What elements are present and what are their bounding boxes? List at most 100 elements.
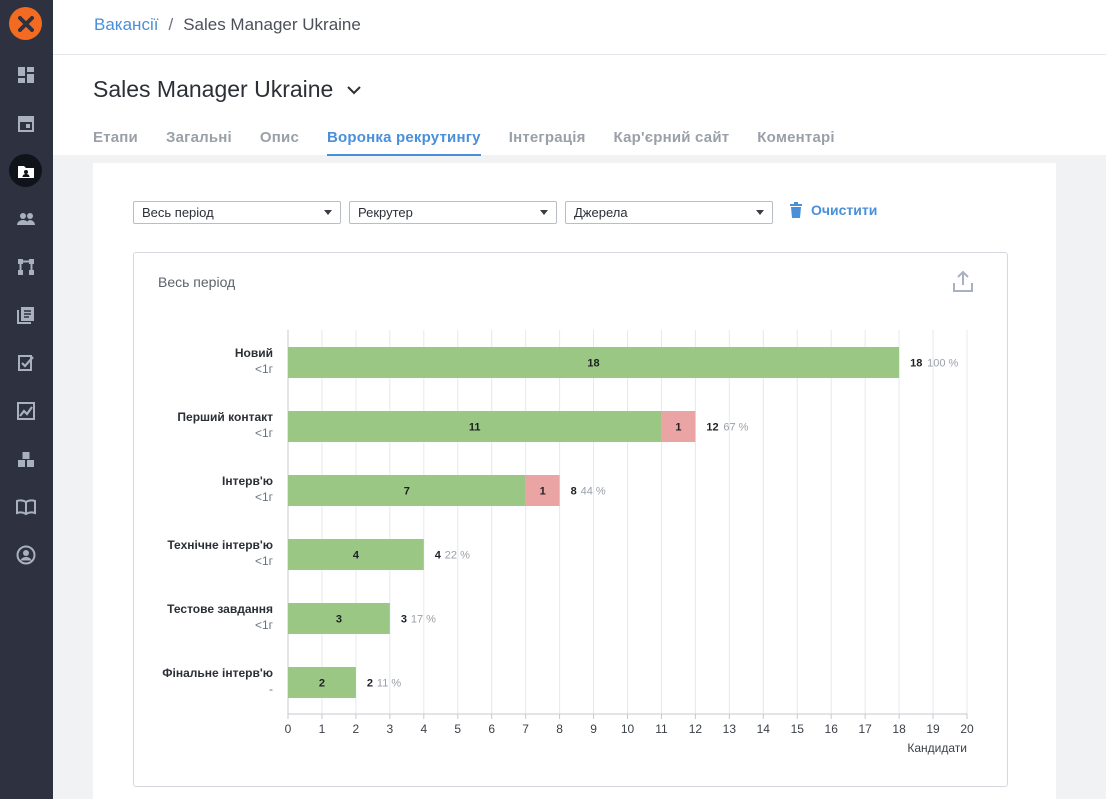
x-tick-label: 18 xyxy=(892,722,906,736)
x-tick-label: 13 xyxy=(723,722,737,736)
rejected-value-label: 1 xyxy=(675,422,681,434)
x-tick-label: 7 xyxy=(522,722,529,736)
x-tick-label: 10 xyxy=(621,722,635,736)
trash-icon xyxy=(790,202,802,218)
passed-value-label: 4 xyxy=(353,550,360,562)
caret-down-icon xyxy=(324,210,332,215)
sources-select[interactable]: Джерела xyxy=(565,201,773,224)
x-tick-label: 4 xyxy=(420,722,427,736)
dashboard-icon[interactable] xyxy=(9,58,42,91)
x-tick-label: 15 xyxy=(791,722,805,736)
passed-value-label: 3 xyxy=(336,614,342,626)
export-button[interactable] xyxy=(950,269,976,295)
passed-bar xyxy=(288,475,526,506)
period-select-value: Весь період xyxy=(142,205,214,220)
stage-time-label: <1г xyxy=(255,554,274,568)
chart-card xyxy=(133,252,1008,787)
total-value-label: 12 xyxy=(706,422,718,434)
pipeline-icon[interactable] xyxy=(9,250,42,283)
x-tick-label: 6 xyxy=(488,722,495,736)
x-tick-label: 8 xyxy=(556,722,563,736)
recruiter-select[interactable]: Рекрутер xyxy=(349,201,557,224)
knowledge-base-icon[interactable] xyxy=(9,490,42,523)
stage-name-label: Новий xyxy=(235,346,273,360)
vacancy-title-selector[interactable]: Sales Manager Ukraine xyxy=(93,76,363,103)
recruiter-select-value: Рекрутер xyxy=(358,205,413,220)
total-value-label: 18 xyxy=(910,358,922,370)
vacancies-icon[interactable] xyxy=(9,154,42,187)
rejected-bar xyxy=(525,475,560,506)
stage-time-label: <1г xyxy=(255,362,274,376)
tasks-icon[interactable] xyxy=(9,346,42,379)
tab-description[interactable]: Опис xyxy=(259,129,299,146)
chevron-down-icon xyxy=(347,85,362,94)
profile-icon[interactable] xyxy=(9,538,42,571)
stage-time-label: <1г xyxy=(255,618,274,632)
percent-label: 67 % xyxy=(723,422,748,434)
upload-icon xyxy=(953,270,973,292)
x-tick-label: 14 xyxy=(757,722,771,736)
logo-icon[interactable] xyxy=(9,7,42,40)
stage-name-label: Тестове завдання xyxy=(167,602,273,616)
x-tick-label: 5 xyxy=(454,722,461,736)
stage-name-label: Перший контакт xyxy=(177,410,273,424)
rejected-bar xyxy=(661,411,696,442)
chart-title: Весь період xyxy=(158,274,236,290)
stage-time-label: <1г xyxy=(255,426,274,440)
x-tick-label: 9 xyxy=(590,722,597,736)
tabs: Етапи Загальні Опис Воронка рекрутингу І… xyxy=(93,129,835,156)
funnel-chart: 0 1 2 3 4 5 6 7 8 9 10 11 12 13 14 15 16 17 18 19 20Кандидат… xyxy=(162,330,974,755)
total-value-label: 2 xyxy=(367,678,373,690)
percent-label: 17 % xyxy=(411,614,436,626)
passed-bar xyxy=(288,411,662,442)
clear-filters-button[interactable]: Очистити xyxy=(789,202,877,218)
passed-bar xyxy=(288,667,356,698)
stage-time-label: <1г xyxy=(255,490,274,504)
passed-bar xyxy=(288,603,390,634)
integrations-icon[interactable] xyxy=(9,442,42,475)
rejected-value-label: 1 xyxy=(540,486,546,498)
analytics-icon[interactable] xyxy=(9,394,42,427)
x-axis-label: Кандидати xyxy=(907,741,967,755)
breadcrumb-separator: / xyxy=(168,15,174,34)
caret-down-icon xyxy=(756,210,764,215)
x-tick-label: 2 xyxy=(353,722,360,736)
stage-time-label: - xyxy=(269,682,273,696)
calendar-icon[interactable] xyxy=(9,106,42,139)
total-value-label: 3 xyxy=(401,614,407,626)
passed-bar xyxy=(288,347,900,378)
x-tick-label: 19 xyxy=(926,722,940,736)
percent-label: 44 % xyxy=(581,486,606,498)
x-tick-label: 12 xyxy=(689,722,703,736)
stage-name-label: Інтерв'ю xyxy=(222,474,273,488)
clear-filters-label: Очистити xyxy=(811,202,878,218)
sources-select-value: Джерела xyxy=(574,205,628,220)
stage-name-label: Технічне інтерв'ю xyxy=(167,538,273,552)
percent-label: 22 % xyxy=(445,550,470,562)
x-tick-label: 0 xyxy=(285,722,292,736)
tab-career-site[interactable]: Кар'єрний сайт xyxy=(613,129,730,146)
x-tick-label: 16 xyxy=(825,722,839,736)
tab-general[interactable]: Загальні xyxy=(165,129,232,146)
sidebar xyxy=(0,0,53,799)
percent-label: 11 % xyxy=(377,678,401,690)
x-tick-label: 17 xyxy=(858,722,872,736)
tab-stages[interactable]: Етапи xyxy=(93,129,138,146)
passed-value-label: 18 xyxy=(587,358,599,370)
tab-comments[interactable]: Коментарі xyxy=(757,129,835,146)
tab-recruiting-funnel[interactable]: Воронка рекрутингу xyxy=(327,129,481,156)
tab-integration[interactable]: Інтеграція xyxy=(508,129,586,146)
passed-value-label: 7 xyxy=(404,486,410,498)
period-select[interactable]: Весь період xyxy=(133,201,341,224)
breadcrumb: Вакансії / Sales Manager Ukraine xyxy=(94,15,361,35)
passed-bar xyxy=(288,539,424,570)
candidates-icon[interactable] xyxy=(9,202,42,235)
breadcrumb-vacancies-link[interactable]: Вакансії xyxy=(94,15,159,34)
x-tick-label: 11 xyxy=(655,722,668,736)
x-tick-label: 1 xyxy=(319,722,326,736)
x-tick-label: 20 xyxy=(960,722,974,736)
passed-value-label: 2 xyxy=(319,678,325,690)
library-icon[interactable] xyxy=(9,298,42,331)
total-value-label: 8 xyxy=(571,486,577,498)
caret-down-icon xyxy=(540,210,548,215)
